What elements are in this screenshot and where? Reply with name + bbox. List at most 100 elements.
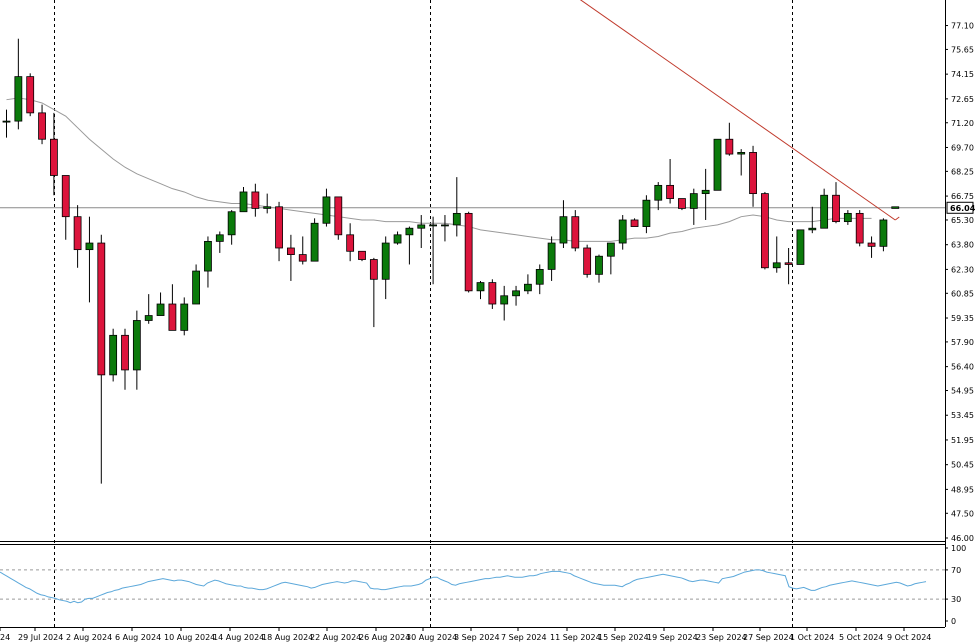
- candle-body-bull: [85, 242, 94, 251]
- candle-body-bull: [689, 193, 698, 209]
- candle: [452, 177, 461, 237]
- date-tick-label: 23 Sep 2024: [696, 633, 747, 642]
- candle-body-bear: [855, 212, 864, 244]
- date-tick-label: 15 Sep 2024: [598, 633, 649, 642]
- moving-average: [6, 97, 872, 242]
- price-tick-label: 65.30: [951, 216, 974, 225]
- candle-body-bull: [820, 194, 829, 229]
- osc-tick-label: 70: [951, 566, 961, 575]
- candle: [263, 193, 272, 214]
- candle-body-bull: [204, 240, 212, 272]
- candle: [796, 229, 805, 265]
- candle: [441, 215, 449, 242]
- candle-body-bear: [678, 198, 686, 209]
- candle: [642, 195, 651, 234]
- oscillator-pane: [0, 569, 945, 604]
- price-tick-label: 46.00: [951, 534, 974, 543]
- candle: [310, 218, 319, 262]
- candle-body-bear: [630, 219, 639, 227]
- candle: [2, 109, 11, 138]
- candle: [772, 236, 781, 273]
- candle-body-bear: [38, 112, 46, 140]
- candle-body-bull: [713, 138, 722, 191]
- price-tick-label: 53.45: [951, 411, 974, 420]
- candle-body-bear: [761, 193, 769, 269]
- candle: [156, 292, 165, 316]
- date-tick-label: 9 Oct 2024: [887, 633, 931, 642]
- oscillator-line: [0, 569, 927, 604]
- candle-body-bear: [464, 212, 473, 292]
- trendline[interactable]: [504, 0, 900, 221]
- candle: [405, 226, 414, 265]
- candle: [820, 188, 829, 229]
- candle-body-bear: [749, 152, 757, 195]
- candle-body-bull: [737, 152, 746, 155]
- price-tick-label: 75.65: [951, 45, 974, 54]
- candle-body-bull: [132, 320, 141, 371]
- candle-body-bull: [547, 242, 556, 270]
- candle: [535, 264, 544, 295]
- candle: [73, 205, 82, 268]
- candle-body-bear: [725, 138, 734, 155]
- candle: [97, 234, 106, 484]
- candle: [132, 310, 141, 390]
- candle-body-bull: [381, 242, 390, 280]
- candle-body-bull: [192, 270, 201, 305]
- candle-body-bull: [535, 269, 544, 285]
- candle: [251, 183, 260, 217]
- candle-body-bear: [369, 259, 378, 280]
- candle-body-bull: [310, 222, 319, 262]
- candle: [393, 231, 402, 245]
- candle-body-bull: [559, 216, 568, 244]
- candle: [618, 215, 627, 250]
- candle: [61, 175, 70, 240]
- date-tick-label: 19 Sep 2024: [647, 633, 698, 642]
- candle-body-bear: [298, 254, 307, 262]
- candle-body-bear: [73, 216, 82, 251]
- candle: [298, 236, 307, 265]
- moving-average-line: [6, 97, 872, 242]
- current-price-label: 66.04: [950, 204, 975, 213]
- price-tick-label: 71.20: [951, 119, 974, 128]
- candle-body-bear: [168, 303, 177, 331]
- candle-body-bull: [215, 234, 224, 242]
- candle: [500, 285, 509, 321]
- date-tick-label: 2 Aug 2024: [66, 633, 112, 642]
- osc-tick-label: 100: [951, 544, 966, 553]
- candle-body-bear: [50, 138, 58, 176]
- candle: [701, 168, 710, 220]
- candle: [346, 223, 355, 262]
- candle-body-bull: [606, 242, 615, 257]
- candle: [381, 236, 390, 300]
- candle-body-bull: [322, 196, 331, 224]
- candle-body-bull: [405, 227, 414, 236]
- candle: [50, 112, 58, 196]
- price-tick-label: 74.15: [951, 70, 974, 79]
- price-tick-label: 48.95: [951, 485, 974, 494]
- trendline-line[interactable]: [504, 0, 896, 221]
- price-tick-label: 69.70: [951, 143, 974, 152]
- vertical-separators: [54, 0, 793, 627]
- candle-body-bull: [500, 295, 509, 305]
- candle: [215, 231, 224, 253]
- candle-body-bull: [14, 76, 23, 122]
- candle-body-bull: [891, 206, 900, 209]
- price-tick-label: 54.95: [951, 387, 974, 396]
- candle-body-bear: [251, 191, 260, 209]
- candle-body-bear: [26, 76, 35, 114]
- candle: [571, 210, 580, 252]
- candle: [168, 284, 177, 331]
- candle: [867, 236, 876, 258]
- current-price-tag: 66.04: [946, 201, 975, 214]
- candle: [713, 138, 722, 191]
- candle-body-bull: [2, 120, 11, 123]
- candle-body-bull: [393, 234, 402, 244]
- candle-body-bull: [512, 290, 520, 297]
- candle: [464, 211, 473, 293]
- price-tick-label: 63.80: [951, 241, 974, 250]
- date-tick-label: 27 Sep 2024: [743, 633, 794, 642]
- candle: [832, 182, 840, 224]
- trendline-arrow: [894, 216, 900, 221]
- candle: [583, 244, 592, 278]
- candle-body-bull: [263, 206, 272, 209]
